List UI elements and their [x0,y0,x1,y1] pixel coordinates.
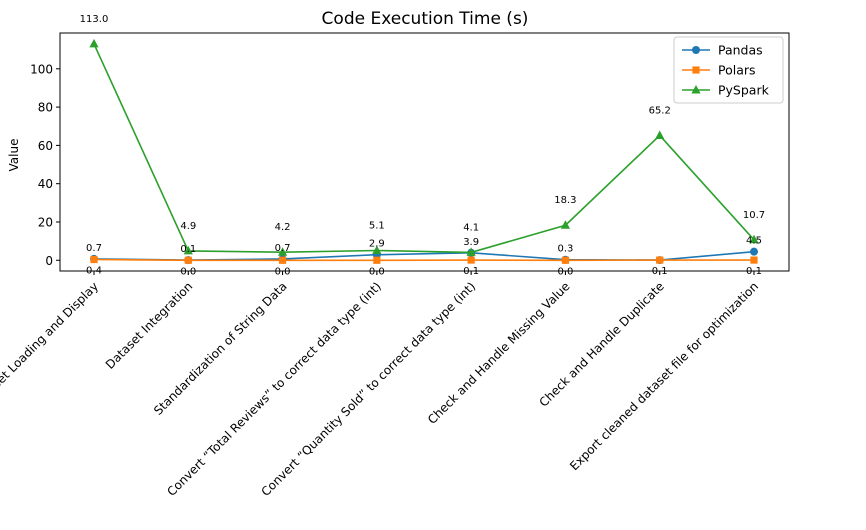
legend-label: Pandas [718,43,763,58]
data-point [656,256,664,264]
y-axis: 0 20 40 60 80 100 [30,62,60,268]
legend-marker [692,46,700,54]
data-point [278,256,287,264]
data-label: 0.7 [86,243,102,254]
plot-frame [59,32,790,272]
data-label: 4.9 [180,221,196,232]
legend-marker [691,85,701,94]
data-point [373,256,381,264]
data-label: 10.7 [743,210,765,221]
x-axis: Dataset Loading and Display Dataset Integ… [0,271,761,499]
y-tick-label: 100 [30,62,53,76]
data-point [560,220,571,229]
series-line-pyspark [93,43,755,254]
data-label: 3.9 [463,237,479,248]
legend-box [673,36,784,104]
y-axis-label: Value [7,139,21,172]
data-point [90,255,98,264]
legend: Pandas Polars PySpark [673,36,784,104]
data-point [372,245,382,255]
x-tick-label: Dataset Integration [103,279,196,372]
data-label: 18.3 [554,195,576,206]
data-label: 65.2 [649,105,671,116]
data-label: 4.1 [463,222,479,233]
x-tick-label: Export cleaned dataset file for optimiza… [567,279,761,473]
data-label: 0.1 [180,244,196,255]
data-label: 2.9 [369,239,385,250]
legend-label: Polars [718,63,756,78]
x-tick-label: Convert “Quantity Sold” to correct data … [258,279,478,499]
series-line-polars [93,258,754,262]
y-tick-label: 60 [38,139,53,153]
data-point [749,234,759,244]
data-point [561,256,570,264]
data-point [466,247,476,256]
legend-label: PySpark [718,83,770,98]
y-tick-label: 40 [38,177,53,191]
data-label: 113.0 [80,14,109,25]
data-point [183,245,193,255]
y-tick-label: 0 [45,254,53,268]
data-label: 4.5 [746,236,762,247]
data-point [750,256,758,264]
plot-area: 0.7 0.1 0.7 2.9 3.90.34.50.4 0.0 0.0 0.0 0.1 0.0 0… [80,14,765,277]
x-tick-label: Convert “Total Reviews” to correct data … [164,279,384,499]
data-point [750,247,758,256]
chart-title: Code Execution Time (s) [322,9,529,29]
data-point [467,256,475,264]
data-point [89,38,99,48]
data-label: 0.3 [557,244,573,255]
data-point [655,130,665,139]
y-tick-label: 80 [38,101,53,115]
data-point [277,247,288,256]
data-label: 4.2 [275,222,291,233]
y-tick-label: 20 [38,215,53,229]
data-label: 0.7 [275,243,291,254]
x-tick-label: Dataset Loading and Display [0,279,101,411]
data-label: 5.1 [369,221,385,232]
legend-marker [692,66,700,74]
data-point [184,256,192,264]
